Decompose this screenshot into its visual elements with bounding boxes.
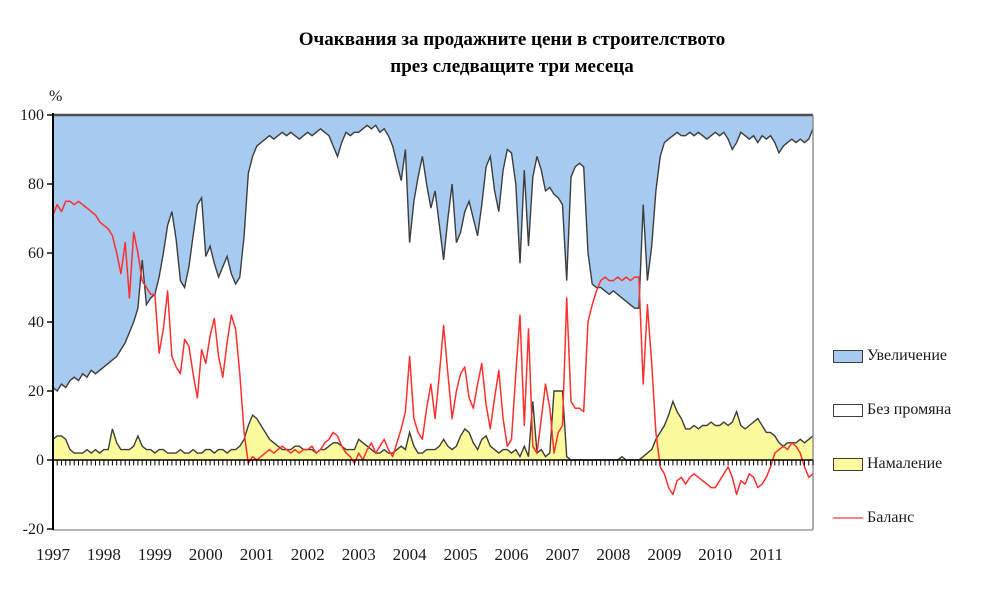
y-tick-label: -20: [23, 521, 44, 538]
area-increase: [53, 115, 813, 391]
y-tick-label: 40: [28, 314, 44, 331]
no-change-top-boundary: [52, 124, 814, 393]
x-year-label: 2001: [240, 545, 274, 564]
no-change-swatch-icon: [833, 403, 863, 417]
x-year-label: 2004: [393, 545, 428, 564]
chart-title-line2: през следващите три месеца: [390, 56, 634, 77]
legend-item-increase: Увеличение: [833, 347, 947, 365]
decrease-swatch-icon: [833, 457, 863, 471]
balance-line-icon: [833, 517, 863, 519]
legend-item-decrease: Намаление: [833, 455, 942, 473]
chart-title: Очаквания за продажните цени в строителс…: [112, 26, 912, 80]
x-year-label: 2002: [291, 545, 325, 564]
legend-label-balance: Баланс: [867, 509, 915, 526]
x-year-label: 2008: [596, 545, 630, 564]
x-year-label: 2005: [444, 545, 478, 564]
x-year-label: 1997: [36, 545, 71, 564]
x-year-label: 2000: [189, 545, 223, 564]
y-tick-label: 0: [36, 452, 44, 469]
x-year-label: 1998: [87, 545, 121, 564]
area-decrease: [53, 391, 813, 460]
chart-title-line1: Очаквания за продажните цени в строителс…: [298, 29, 726, 50]
area-no-change: [53, 125, 813, 461]
y-tick-label: 60: [28, 245, 44, 262]
y-tick-label: 20: [28, 383, 44, 400]
chart-legend: Увеличение Без промяна Намаление Баланс: [833, 0, 981, 600]
y-tick-label: 100: [20, 107, 44, 124]
legend-item-no-change: Без промяна: [833, 401, 951, 419]
legend-label-no-change: Без промяна: [867, 401, 952, 418]
x-year-label: 2011: [750, 545, 783, 564]
legend-label-increase: Увеличение: [867, 347, 948, 364]
y-tick-label: 80: [28, 176, 44, 193]
legend-label-decrease: Намаление: [867, 455, 943, 472]
x-year-label: 2007: [546, 545, 581, 564]
legend-item-balance: Баланс: [833, 509, 914, 527]
x-year-label: 2003: [342, 545, 376, 564]
x-year-label: 1999: [138, 545, 172, 564]
x-year-label: 2006: [495, 545, 529, 564]
decrease-top-boundary: [52, 390, 814, 461]
balance-line: [52, 200, 814, 496]
increase-swatch-icon: [833, 349, 863, 363]
y-axis-unit-label: %: [49, 88, 63, 105]
x-year-label: 2010: [698, 545, 732, 564]
x-year-label: 2009: [647, 545, 681, 564]
